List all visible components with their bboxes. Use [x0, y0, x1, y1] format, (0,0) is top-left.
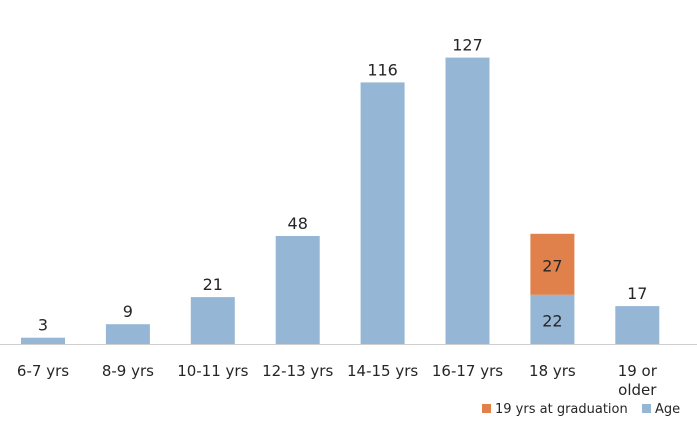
x-tick-label: 8-9 yrs [102, 362, 154, 380]
legend-label: Age [655, 402, 680, 417]
x-tick-label: 12-13 yrs [262, 362, 333, 380]
bars-layer [21, 57, 660, 345]
legend-swatch [482, 404, 491, 413]
x-tick-label: 16-17 yrs [432, 362, 503, 380]
data-label: 48 [288, 214, 308, 233]
data-label: 116 [367, 60, 398, 79]
bar-age-7 [615, 306, 660, 345]
x-tick-labels-layer: 6-7 yrs 8-9 yrs 10-11 yrs 12-13 yrs 14-15 yr… [17, 362, 658, 399]
data-label: 3 [38, 316, 48, 335]
data-label: 27 [542, 256, 562, 275]
bar-age-3 [275, 236, 320, 345]
bar-19-yrs-at-graduation-6 [530, 233, 575, 295]
legend-label: 19 yrs at graduation [495, 402, 628, 417]
data-label: 127 [452, 36, 483, 55]
data-label: 22 [542, 312, 562, 331]
x-tick-label: 6-7 yrs [17, 362, 69, 380]
legend-swatch [642, 404, 651, 413]
bar-age-4 [360, 82, 405, 345]
x-tick-label: 18 yrs [529, 362, 576, 380]
value-labels-layer: 3 9 21 48 116 127 22 17 27 [38, 36, 648, 335]
x-tick-label: 10-11 yrs [177, 362, 248, 380]
data-label: 17 [627, 284, 647, 303]
legend: 19 yrs at graduation Age [482, 402, 680, 417]
x-tick-label: 19 or [618, 362, 658, 380]
bar-age-2 [190, 297, 235, 345]
bar-age-6 [530, 294, 575, 345]
bar-age-5 [445, 57, 490, 345]
x-tick-label: 14-15 yrs [347, 362, 418, 380]
data-label: 21 [203, 275, 223, 294]
data-label: 9 [123, 302, 133, 321]
bar-age-0 [21, 337, 65, 345]
x-tick-label: older [618, 381, 657, 399]
bar-age-1 [105, 324, 150, 345]
